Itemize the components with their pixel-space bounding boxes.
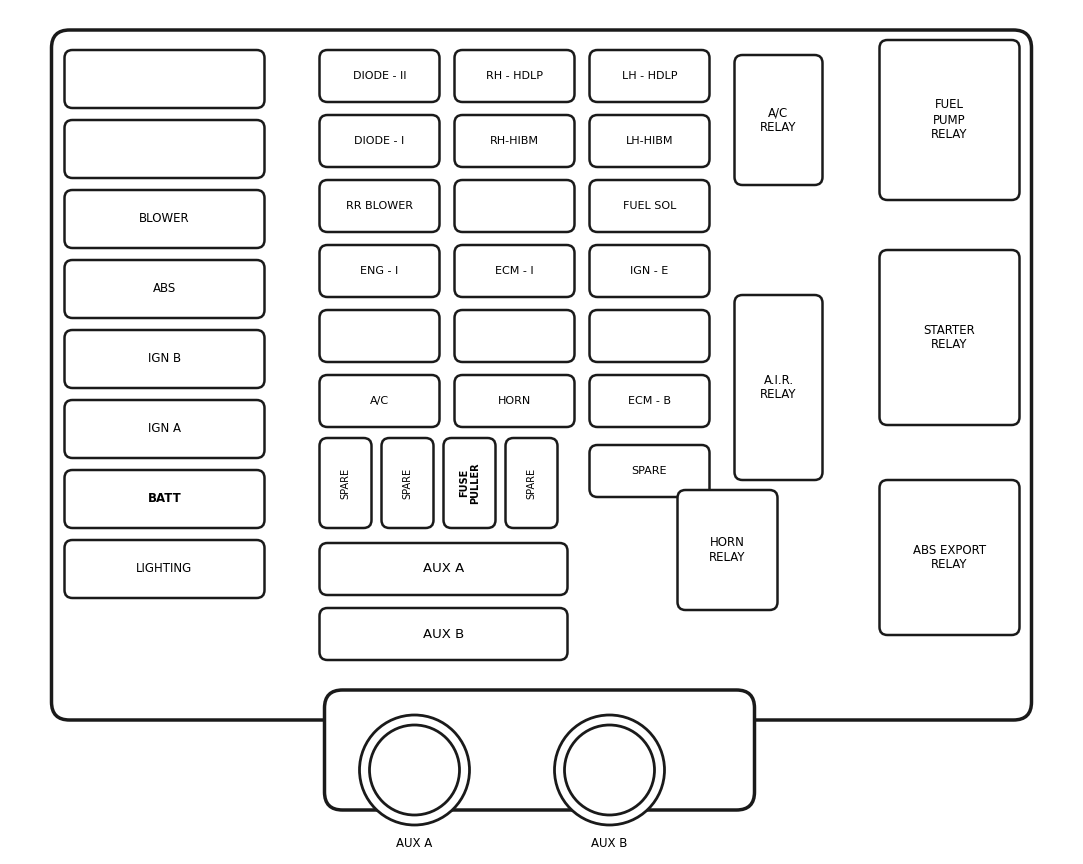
FancyBboxPatch shape bbox=[65, 120, 264, 178]
FancyBboxPatch shape bbox=[589, 245, 709, 297]
Text: SPARE: SPARE bbox=[340, 467, 351, 499]
Text: LIGHTING: LIGHTING bbox=[136, 562, 193, 575]
Text: IGN - E: IGN - E bbox=[630, 266, 668, 276]
Circle shape bbox=[554, 715, 665, 825]
Text: RH-HIBM: RH-HIBM bbox=[490, 136, 539, 146]
FancyBboxPatch shape bbox=[325, 690, 755, 810]
Text: AUX A: AUX A bbox=[396, 837, 432, 850]
Text: A/C
RELAY: A/C RELAY bbox=[760, 106, 797, 134]
Text: A.I.R.
RELAY: A.I.R. RELAY bbox=[760, 373, 797, 402]
FancyBboxPatch shape bbox=[319, 180, 440, 232]
Text: HORN
RELAY: HORN RELAY bbox=[709, 536, 746, 564]
Text: LH-HIBM: LH-HIBM bbox=[626, 136, 674, 146]
Text: IGN B: IGN B bbox=[148, 353, 181, 365]
Text: BLOWER: BLOWER bbox=[140, 213, 190, 226]
Circle shape bbox=[360, 715, 470, 825]
Bar bbox=[344, 716, 734, 726]
FancyBboxPatch shape bbox=[381, 438, 433, 528]
Text: FUEL
PUMP
RELAY: FUEL PUMP RELAY bbox=[931, 98, 968, 142]
FancyBboxPatch shape bbox=[879, 250, 1019, 425]
FancyBboxPatch shape bbox=[678, 490, 778, 610]
FancyBboxPatch shape bbox=[455, 310, 574, 362]
FancyBboxPatch shape bbox=[589, 50, 709, 102]
FancyBboxPatch shape bbox=[455, 50, 574, 102]
Text: RH - HDLP: RH - HDLP bbox=[486, 71, 543, 81]
FancyBboxPatch shape bbox=[879, 480, 1019, 635]
Text: AUX B: AUX B bbox=[591, 837, 628, 850]
FancyBboxPatch shape bbox=[589, 310, 709, 362]
FancyBboxPatch shape bbox=[52, 30, 1031, 720]
FancyBboxPatch shape bbox=[319, 310, 440, 362]
FancyBboxPatch shape bbox=[65, 260, 264, 318]
Text: FUSE
PULLER: FUSE PULLER bbox=[459, 462, 480, 504]
Circle shape bbox=[564, 725, 654, 815]
FancyBboxPatch shape bbox=[65, 50, 264, 108]
Text: SPARE: SPARE bbox=[631, 466, 667, 476]
FancyBboxPatch shape bbox=[319, 245, 440, 297]
Text: A/C: A/C bbox=[370, 396, 389, 406]
Circle shape bbox=[369, 725, 459, 815]
Text: AUX A: AUX A bbox=[422, 562, 465, 575]
FancyBboxPatch shape bbox=[589, 445, 709, 497]
Text: SPARE: SPARE bbox=[403, 467, 413, 499]
Text: FUEL SOL: FUEL SOL bbox=[623, 201, 676, 211]
FancyBboxPatch shape bbox=[589, 375, 709, 427]
FancyBboxPatch shape bbox=[65, 400, 264, 458]
FancyBboxPatch shape bbox=[589, 180, 709, 232]
FancyBboxPatch shape bbox=[319, 543, 567, 595]
FancyBboxPatch shape bbox=[455, 180, 574, 232]
FancyBboxPatch shape bbox=[319, 608, 567, 660]
Text: SPARE: SPARE bbox=[526, 467, 536, 499]
FancyBboxPatch shape bbox=[319, 50, 440, 102]
FancyBboxPatch shape bbox=[506, 438, 558, 528]
Text: ABS: ABS bbox=[153, 283, 177, 295]
Text: ENG - I: ENG - I bbox=[361, 266, 399, 276]
FancyBboxPatch shape bbox=[734, 55, 822, 185]
Text: STARTER
RELAY: STARTER RELAY bbox=[924, 323, 976, 352]
FancyBboxPatch shape bbox=[65, 540, 264, 598]
Text: ECM - B: ECM - B bbox=[628, 396, 671, 406]
Text: DIODE - II: DIODE - II bbox=[353, 71, 406, 81]
Text: HORN: HORN bbox=[498, 396, 531, 406]
Text: IGN A: IGN A bbox=[148, 422, 181, 435]
FancyBboxPatch shape bbox=[65, 190, 264, 248]
FancyBboxPatch shape bbox=[455, 375, 574, 427]
Text: ECM - I: ECM - I bbox=[495, 266, 534, 276]
Text: BATT: BATT bbox=[147, 492, 181, 505]
FancyBboxPatch shape bbox=[455, 245, 574, 297]
Text: DIODE - I: DIODE - I bbox=[354, 136, 405, 146]
FancyBboxPatch shape bbox=[319, 375, 440, 427]
Text: RR BLOWER: RR BLOWER bbox=[345, 201, 413, 211]
FancyBboxPatch shape bbox=[734, 295, 822, 480]
FancyBboxPatch shape bbox=[879, 40, 1019, 200]
Text: ABS EXPORT
RELAY: ABS EXPORT RELAY bbox=[913, 543, 986, 571]
FancyBboxPatch shape bbox=[455, 115, 574, 167]
FancyBboxPatch shape bbox=[65, 330, 264, 388]
FancyBboxPatch shape bbox=[319, 438, 371, 528]
FancyBboxPatch shape bbox=[65, 470, 264, 528]
Text: AUX B: AUX B bbox=[422, 627, 465, 640]
FancyBboxPatch shape bbox=[444, 438, 496, 528]
Text: LH - HDLP: LH - HDLP bbox=[622, 71, 677, 81]
FancyBboxPatch shape bbox=[319, 115, 440, 167]
FancyBboxPatch shape bbox=[589, 115, 709, 167]
